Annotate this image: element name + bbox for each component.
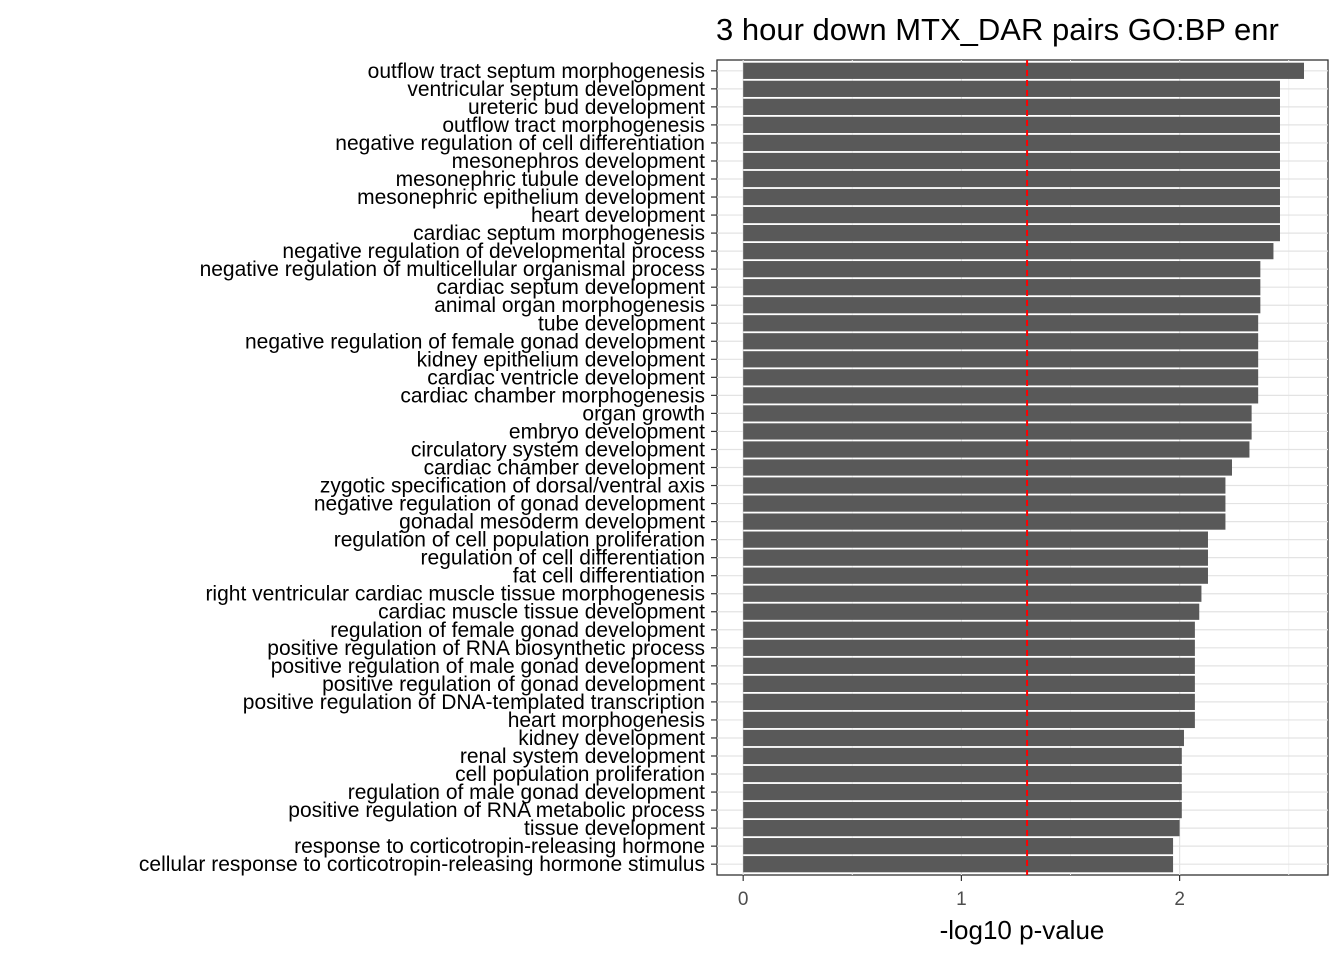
y-tick-label: ventricular septum development [407, 78, 705, 101]
y-tick-label: ureteric bud development [468, 96, 705, 119]
y-tick-label: regulation of male gonad development [348, 781, 705, 804]
bar [743, 729, 1184, 747]
bar [743, 188, 1280, 206]
bar [743, 747, 1182, 765]
bar [743, 531, 1208, 548]
y-tick-label: negative regulation of gonad development [314, 493, 705, 516]
bar [743, 549, 1208, 566]
bar [743, 62, 1304, 79]
y-tick-label: negative regulation of multicellular org… [200, 258, 705, 281]
bar [743, 261, 1261, 278]
chart-title: 3 hour down MTX_DAR pairs GO:BP enr [716, 12, 1279, 47]
bar [743, 603, 1200, 620]
y-tick-label: fat cell differentiation [513, 565, 705, 588]
y-tick-label: circulatory system development [411, 438, 705, 461]
bar [743, 820, 1180, 837]
y-tick-label: kidney epithelium development [417, 348, 706, 371]
x-tick-label: 0 [738, 889, 749, 910]
y-tick-label: regulation of female gonad development [330, 619, 705, 642]
y-tick-label: negative regulation of developmental pro… [282, 240, 705, 263]
bar [743, 441, 1250, 458]
bar [743, 279, 1261, 296]
bar [743, 152, 1280, 170]
bar [743, 495, 1226, 512]
y-tick-label: cellular response to corticotropin-relea… [139, 853, 705, 876]
bars [743, 62, 1304, 873]
x-axis-title: -log10 p-value [940, 915, 1105, 945]
bar [743, 405, 1252, 422]
bar [743, 224, 1280, 242]
y-tick-label: regulation of cell differentiation [421, 547, 705, 570]
bar [743, 297, 1261, 314]
bar [743, 333, 1259, 350]
x-axis-ticks: 0 1 2 [738, 875, 1185, 910]
y-tick-label: zygotic specification of dorsal/ventral … [320, 475, 705, 498]
y-tick-label: outflow tract septum morphogenesis [368, 60, 705, 83]
y-tick-label: heart development [531, 204, 705, 227]
y-tick-label: cardiac septum development [437, 276, 706, 299]
bar [743, 315, 1259, 332]
bar [743, 459, 1232, 476]
y-tick-label: kidney development [518, 727, 705, 750]
bar [743, 170, 1280, 188]
bar [743, 80, 1280, 97]
y-tick-label: renal system development [460, 745, 705, 768]
bar [743, 838, 1174, 855]
y-tick-label: positive regulation of male gonad develo… [271, 655, 705, 678]
bar [743, 134, 1280, 152]
y-tick-label: organ growth [582, 402, 705, 425]
bar [743, 585, 1202, 602]
bar [743, 711, 1195, 729]
bar [743, 423, 1252, 440]
y-tick-label: mesonephros development [452, 150, 705, 173]
bar [743, 116, 1280, 134]
bar [743, 801, 1182, 819]
y-tick-label: animal organ morphogenesis [434, 294, 705, 317]
y-tick-label: regulation of cell population proliferat… [334, 529, 705, 552]
y-tick-label: cardiac chamber development [424, 457, 705, 480]
y-tick-label: negative regulation of female gonad deve… [245, 330, 705, 353]
y-tick-label: negative regulation of cell differentiat… [335, 132, 705, 155]
bar [743, 621, 1195, 638]
bar [743, 477, 1226, 494]
y-tick-label: positive regulation of RNA metabolic pro… [288, 799, 705, 822]
x-tick-label: 1 [956, 889, 967, 910]
y-axis-labels: outflow tract septum morphogenesisventri… [139, 60, 717, 876]
bar [743, 513, 1226, 530]
y-tick-label: outflow tract morphogenesis [442, 114, 705, 137]
y-tick-label: positive regulation of DNA-templated tra… [243, 691, 705, 714]
bar [743, 351, 1259, 368]
y-tick-label: positive regulation of gonad development [322, 673, 705, 696]
bar [743, 693, 1195, 711]
y-tick-label: positive regulation of RNA biosynthetic … [267, 637, 705, 660]
y-tick-label: cardiac ventricle development [427, 366, 705, 389]
y-tick-label: response to corticotropin-releasing horm… [294, 835, 705, 858]
y-tick-label: cardiac septum morphogenesis [413, 222, 705, 245]
bar [743, 369, 1259, 386]
y-tick-label: right ventricular cardiac muscle tissue … [205, 583, 705, 606]
y-tick-label: tube development [538, 312, 705, 335]
bar [743, 639, 1195, 656]
bar [743, 657, 1195, 674]
x-tick-label: 2 [1174, 889, 1185, 910]
y-tick-label: mesonephric tubule development [396, 168, 706, 191]
y-tick-label: gonadal mesoderm development [399, 511, 705, 534]
bar [743, 243, 1274, 260]
y-tick-label: cell population proliferation [455, 763, 705, 786]
y-tick-label: embryo development [509, 420, 705, 443]
y-tick-label: heart morphogenesis [508, 709, 705, 732]
y-tick-label: cardiac muscle tissue development [378, 601, 705, 624]
y-tick-label: cardiac chamber morphogenesis [400, 384, 705, 407]
bar [743, 765, 1182, 783]
y-tick-label: tissue development [524, 817, 705, 840]
bar [743, 675, 1195, 692]
bar [743, 856, 1174, 873]
bar [743, 567, 1208, 584]
y-tick-label: mesonephric epithelium development [357, 186, 705, 209]
bar [743, 783, 1182, 801]
bar [743, 206, 1280, 224]
bar [743, 98, 1280, 115]
bar [743, 387, 1259, 404]
